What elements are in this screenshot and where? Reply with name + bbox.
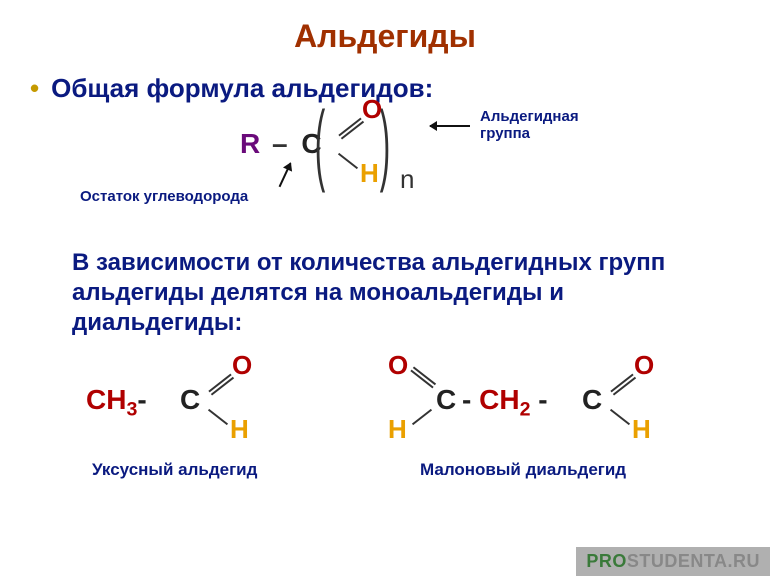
malonic-C2: C: [582, 384, 602, 416]
malonic-H1: H: [388, 414, 407, 445]
malonic-label: Малоновый диальдегид: [420, 460, 626, 480]
malonic-center: - CH2 -: [462, 384, 548, 422]
arrow-up-icon: [279, 163, 292, 187]
paragraph-text: В зависимости от количества альдегидных …: [72, 249, 665, 336]
acetic-sub3: 3: [126, 399, 137, 421]
general-formula: R – C: [240, 128, 322, 160]
label-aldehyde-group: Альдегидная группа: [480, 108, 600, 142]
malonic-CH: CH: [479, 384, 519, 415]
malonic-H2: H: [632, 414, 651, 445]
malonic-O1: O: [388, 350, 408, 381]
watermark: PROSTUDENTA.RU: [576, 547, 770, 576]
malonic-double-bond2-icon: [610, 374, 633, 393]
acetic-label: Уксусный альдегид: [92, 460, 257, 480]
malonic-dash1: -: [462, 384, 471, 415]
malonic-sub2: 2: [520, 399, 531, 421]
acetic-C: C: [180, 384, 200, 416]
acetic-O: O: [232, 350, 252, 381]
malonic-C1: C: [436, 384, 456, 416]
watermark-rest: STUDENTA.RU: [627, 551, 760, 571]
atom-O: O: [362, 94, 382, 125]
acetic-double-bond-icon: [208, 374, 231, 393]
double-bond-icon: [338, 118, 361, 137]
malonic-single-bond2-icon: [610, 409, 630, 425]
atom-H: H: [360, 158, 379, 189]
malonic-dash2: -: [538, 384, 547, 415]
page-title: Альдегиды: [0, 0, 770, 55]
general-formula-area: R – C ( ) n O H Альдегидная группа Остат…: [0, 110, 770, 240]
acetic-single-bond-icon: [208, 409, 228, 425]
acetic-H: H: [230, 414, 249, 445]
acetic-ch3: CH3-: [86, 384, 147, 422]
bracket-left-icon: (: [315, 104, 325, 185]
arrow-icon: [430, 125, 470, 127]
single-bond-icon: [338, 153, 358, 169]
molecules-row: CH3- C O H Уксусный альдегид O C H - CH2…: [0, 348, 770, 488]
classification-paragraph: В зависимости от количества альдегидных …: [0, 240, 770, 338]
bullet-icon: •: [30, 73, 39, 104]
acetic-dash: -: [137, 384, 146, 415]
label-hydrocarbon-rest: Остаток углеводорода: [80, 188, 248, 205]
title-text: Альдегиды: [294, 18, 476, 54]
atom-R: R: [240, 128, 260, 160]
malonic-O2: O: [634, 350, 654, 381]
bond-dash: –: [272, 128, 288, 159]
malonic-single-bond1-icon: [412, 409, 432, 425]
acetic-CH: CH: [86, 384, 126, 415]
watermark-pro: PRO: [586, 551, 627, 571]
subscript-n: n: [400, 164, 414, 195]
malonic-double-bond1-icon: [410, 370, 433, 389]
